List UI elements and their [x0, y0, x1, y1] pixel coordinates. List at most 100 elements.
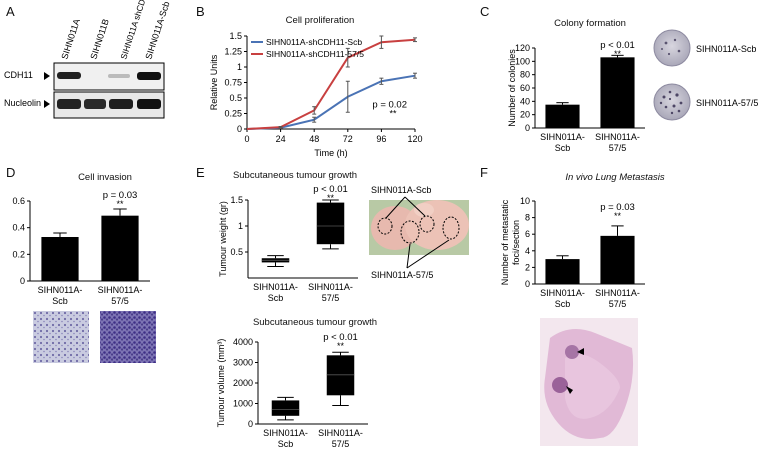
x-tick-label: Scb — [52, 296, 68, 306]
arrowhead-icon — [566, 386, 573, 394]
x-tick-label: 96 — [376, 134, 386, 144]
nucleolin-band-3 — [109, 99, 133, 109]
x-tick-label: SIHN011A- — [318, 428, 363, 438]
p-value-annotation: p = 0.03 — [103, 190, 138, 201]
y-tick-label: 8 — [525, 213, 530, 223]
invasion-image-scb — [33, 311, 89, 363]
p-value-annotation: p < 0.01 — [323, 332, 358, 343]
colony-dish-57-5 — [653, 83, 691, 121]
colony-label-scb: SIHN011A-Scb — [696, 44, 756, 54]
x-tick-label: 57/5 — [609, 143, 627, 153]
arrow-line — [406, 243, 411, 269]
y-tick-label: 2000 — [233, 378, 253, 388]
arrow-line — [385, 196, 406, 219]
y-tick-label: 10 — [520, 196, 530, 206]
y-axis-label: foci/section — [511, 220, 521, 265]
y-tick-label: 1000 — [233, 399, 253, 409]
chart-title-f: In vivo Lung Metastasis — [550, 172, 680, 183]
y-tick-label: 0.75 — [224, 78, 242, 88]
significance-annotation: ** — [327, 193, 335, 203]
box — [271, 400, 300, 416]
panel-label-c: C — [480, 4, 490, 19]
x-tick-label: 57/5 — [111, 296, 129, 306]
x-axis-label: Time (h) — [314, 148, 347, 158]
nucleolin-band-4 — [137, 99, 161, 109]
chart-f: 0 2 4 6 8 10 Number of metastatic foci/section S… — [500, 196, 645, 309]
x-tick-label: 0 — [244, 134, 249, 144]
x-tick-label: SIHN011A- — [98, 285, 143, 295]
series-line — [246, 38, 416, 130]
x-tick-label: SIHN011A- — [595, 132, 640, 142]
x-tick-label: SIHN011A- — [540, 288, 585, 298]
x-tick-label: SIHN011A- — [38, 285, 83, 295]
bar — [101, 215, 139, 281]
y-tick-label: 0 — [20, 276, 25, 286]
metastatic-focus-1 — [565, 345, 579, 359]
y-tick-label: 40 — [520, 96, 530, 106]
x-tick-label: Scb — [268, 293, 284, 303]
tumour-outline-2 — [400, 220, 420, 244]
nucleolin-band-1 — [57, 99, 81, 109]
cdh11-band-1 — [57, 72, 81, 79]
x-tick-label: 57/5 — [332, 439, 350, 449]
y-tick-label: 0 — [525, 123, 530, 133]
y-tick-label: 0.2 — [12, 249, 25, 259]
chart-title-d: Cell invasion — [78, 172, 132, 183]
x-tick-label: 57/5 — [609, 299, 627, 309]
bar — [545, 259, 580, 284]
y-tick-label: 2 — [525, 262, 530, 272]
significance-annotation: ** — [116, 199, 124, 209]
lane-label-2: SIHN011B — [88, 18, 110, 61]
y-tick-label: 0 — [237, 124, 242, 134]
y-tick-label: 0.6 — [12, 196, 25, 206]
x-tick-label: SIHN011A- — [253, 282, 298, 292]
y-tick-label: 20 — [520, 110, 530, 120]
mouse-head — [414, 203, 434, 217]
bar — [41, 237, 79, 281]
significance-annotation: ** — [614, 211, 622, 221]
row-label-cdh11: CDH11 — [4, 70, 33, 80]
chart-title-b: Cell proliferation — [285, 15, 355, 26]
y-tick-label: 4000 — [233, 337, 253, 347]
y-tick-label: 120 — [515, 43, 530, 53]
x-tick-label: 72 — [343, 134, 353, 144]
x-tick-label: 24 — [276, 134, 286, 144]
nucleolin-band-2 — [84, 99, 106, 109]
significance-annotation: ** — [389, 108, 397, 118]
y-tick-label: 0.4 — [12, 223, 25, 233]
x-tick-label: 120 — [407, 134, 422, 144]
chart-e2: 0 1000 2000 3000 4000 Tumour volume (mm³) SIHN… — [216, 332, 368, 449]
x-tick-label: SIHN011A- — [540, 132, 585, 142]
lane-label-1: SIHN011A — [59, 18, 81, 61]
chart-b: 0 0.25 0.5 0.75 1 1.25 1.5 0 24 48 72 96 120 Time (h)… — [209, 31, 423, 158]
tumour-outline-3 — [419, 215, 435, 233]
y-axis-label: Relative Units — [209, 54, 219, 110]
metastatic-focus-2 — [552, 377, 568, 393]
arrowhead-icon — [577, 348, 584, 355]
mouse-right — [405, 200, 469, 250]
bar — [600, 57, 635, 128]
tumour-outline-1 — [377, 217, 393, 235]
panel-label-e: E — [196, 165, 205, 180]
chart-title-c: Colony formation — [554, 18, 626, 29]
colony-dish-scb — [653, 29, 691, 67]
x-tick-label: 57/5 — [322, 293, 340, 303]
y-axis-label: Tumour volume (mm³) — [216, 339, 226, 428]
x-tick-label: Scb — [555, 299, 571, 309]
y-tick-label: 0 — [248, 419, 253, 429]
y-tick-label: 6 — [525, 229, 530, 239]
lung-tissue-inner — [565, 354, 620, 419]
y-tick-label: 1.5 — [230, 195, 243, 205]
x-tick-label: SIHN011A- — [263, 428, 308, 438]
p-value-annotation: p = 0.03 — [600, 202, 635, 213]
y-tick-label: 60 — [520, 83, 530, 93]
x-tick-label: SIHN011A- — [595, 288, 640, 298]
photo-label-57-5: SIHN011A-57/5 — [371, 270, 433, 280]
western-blot-panel: SIHN011A SIHN011B SIHN011A shCDH11-57/5 … — [4, 0, 172, 119]
photo-label-scb: SIHN011A-Scb — [371, 185, 431, 195]
p-value-annotation: p = 0.02 — [372, 99, 407, 110]
chart-title-e2: Subcutaneous tumour growth — [252, 317, 378, 328]
